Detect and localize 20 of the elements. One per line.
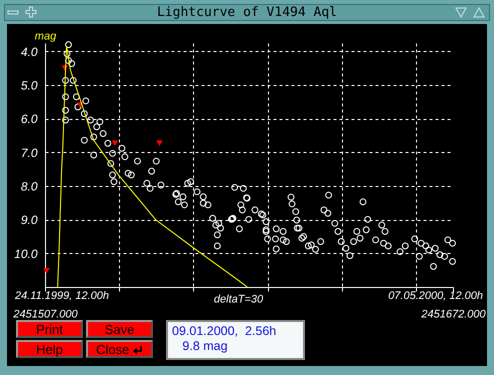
y-tick-label: 6.0 xyxy=(20,112,38,126)
y-tick-label: 4.0 xyxy=(20,44,38,59)
y-tick-label: 10.0 xyxy=(14,246,38,261)
y-tick-label: 9.0 xyxy=(20,213,38,228)
x-tick-label: 2451672.000 xyxy=(420,308,486,320)
chart-title: Lightcurve of V1494 Aql xyxy=(156,5,338,20)
x-tick-label: 2451507.000 xyxy=(12,308,78,320)
x-axis-title: deltaT=30 xyxy=(214,294,264,306)
text: 09.01.2000, 2.56h xyxy=(172,324,278,339)
y-tick-label: 7.0 xyxy=(20,146,38,160)
y-axis-title: mag xyxy=(34,30,58,42)
y-tick-label: 5.0 xyxy=(20,78,38,93)
text: 24.11.1999, 12.00h xyxy=(14,290,109,302)
text: 9.8 mag xyxy=(181,339,229,354)
text: Help xyxy=(36,342,63,357)
text: Print xyxy=(36,322,63,337)
text: 07.05.2000, 12.00h xyxy=(388,290,483,302)
y-tick-label: 8.0 xyxy=(20,180,38,194)
text: Save xyxy=(104,322,134,337)
text: Close xyxy=(96,342,130,357)
